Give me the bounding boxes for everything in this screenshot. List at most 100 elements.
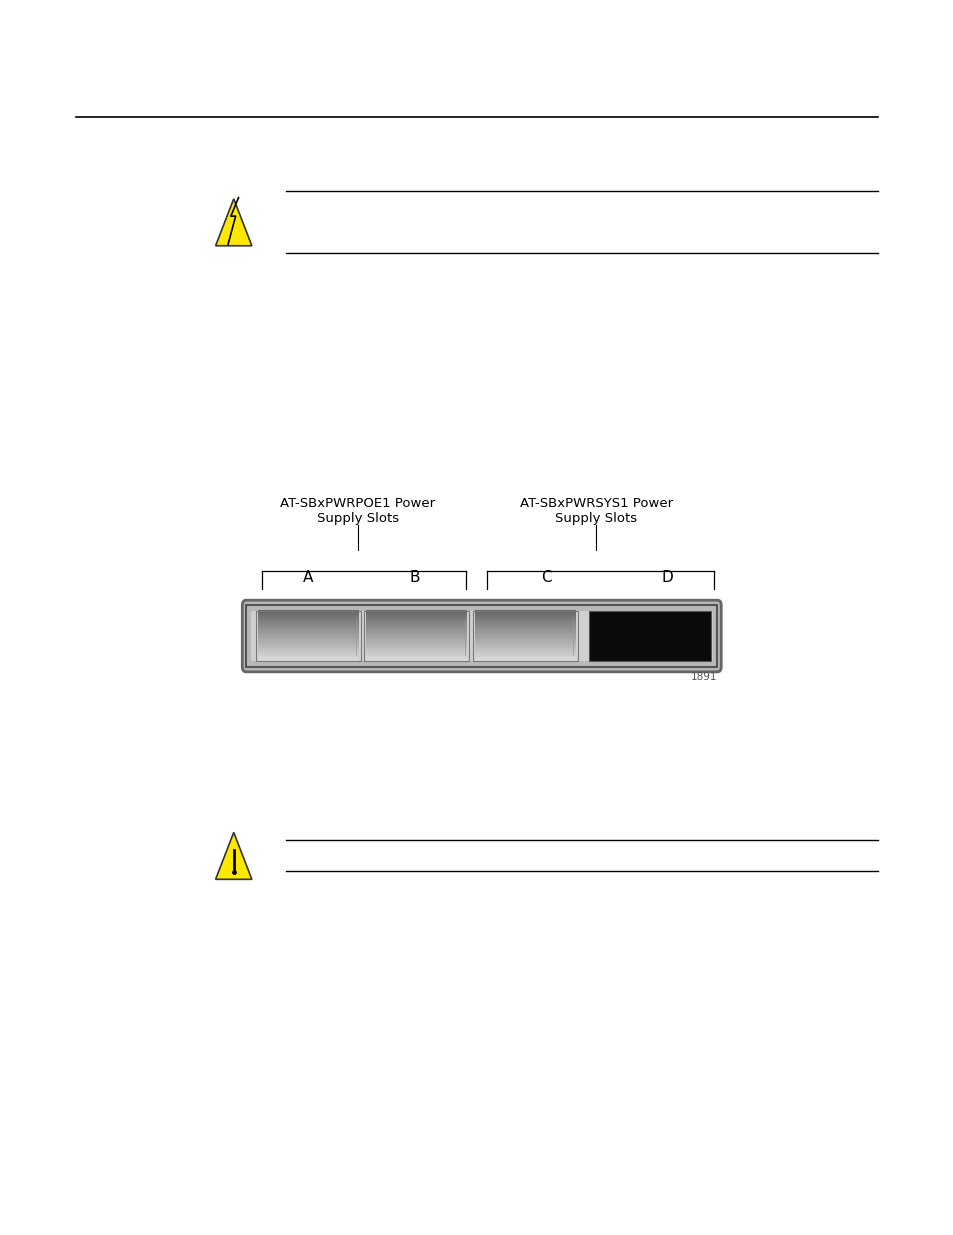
Bar <box>257 634 358 636</box>
Bar <box>366 614 467 616</box>
Bar <box>366 651 467 655</box>
Bar <box>257 643 358 646</box>
Bar <box>366 645 467 647</box>
Bar <box>366 658 467 661</box>
Bar <box>257 646 358 650</box>
Bar <box>257 638 358 641</box>
Bar <box>255 611 360 661</box>
Bar <box>475 629 576 631</box>
Bar <box>364 611 469 661</box>
Bar <box>257 656 358 659</box>
Bar <box>475 656 576 659</box>
Bar <box>257 620 358 622</box>
Bar <box>475 643 576 646</box>
Bar <box>257 653 358 656</box>
Bar <box>475 610 576 613</box>
Bar <box>366 646 467 650</box>
Polygon shape <box>215 832 252 879</box>
Bar <box>475 653 576 656</box>
Bar <box>475 650 576 652</box>
Bar <box>257 641 358 645</box>
Bar <box>475 631 576 635</box>
Bar <box>366 631 467 635</box>
Bar <box>475 648 576 651</box>
Bar <box>257 658 358 661</box>
Bar <box>366 625 467 627</box>
Text: A: A <box>303 571 313 585</box>
Text: AT-SBxPWRSYS1 Power
Supply Slots: AT-SBxPWRSYS1 Power Supply Slots <box>519 496 672 525</box>
Bar <box>257 619 358 621</box>
Bar <box>366 648 467 651</box>
Bar <box>475 655 576 657</box>
Bar <box>257 611 358 615</box>
Bar <box>475 638 576 641</box>
Bar <box>257 655 358 657</box>
Bar <box>257 630 358 632</box>
Bar <box>366 624 467 626</box>
Bar <box>366 638 467 641</box>
Text: C: C <box>540 571 552 585</box>
Bar <box>475 630 576 632</box>
Bar <box>475 645 576 647</box>
Bar <box>366 656 467 659</box>
Bar <box>366 620 467 622</box>
Bar <box>366 650 467 652</box>
Bar <box>257 636 358 640</box>
Bar <box>366 610 467 613</box>
Bar <box>257 631 358 635</box>
Bar <box>475 625 576 627</box>
Bar <box>366 615 467 618</box>
Bar <box>475 611 576 615</box>
Bar <box>475 646 576 650</box>
Bar <box>366 634 467 636</box>
Bar <box>257 635 358 637</box>
Bar <box>366 653 467 656</box>
Bar <box>475 619 576 621</box>
Bar <box>366 643 467 646</box>
Bar <box>475 626 576 630</box>
Bar <box>475 614 576 616</box>
Bar <box>257 610 358 613</box>
Bar <box>366 619 467 621</box>
Bar <box>257 640 358 642</box>
Bar <box>366 621 467 625</box>
Polygon shape <box>215 199 252 246</box>
Bar <box>475 641 576 645</box>
Bar <box>246 605 717 667</box>
Bar <box>366 640 467 642</box>
Bar <box>366 635 467 637</box>
Bar <box>475 640 576 642</box>
Bar <box>366 636 467 640</box>
Bar <box>366 641 467 645</box>
Bar <box>475 621 576 625</box>
Bar <box>475 624 576 626</box>
Bar <box>257 648 358 651</box>
Bar <box>366 616 467 620</box>
Bar <box>366 611 467 615</box>
Bar <box>257 650 358 652</box>
FancyBboxPatch shape <box>242 600 720 672</box>
Bar <box>257 614 358 616</box>
Bar <box>475 615 576 618</box>
Bar <box>257 629 358 631</box>
Bar <box>257 626 358 630</box>
Bar <box>475 651 576 655</box>
Bar <box>257 625 358 627</box>
Bar <box>257 621 358 625</box>
Bar <box>257 651 358 655</box>
Bar <box>475 634 576 636</box>
Text: D: D <box>661 571 673 585</box>
Bar <box>251 611 712 661</box>
Text: AT-SBxPWRPOE1 Power
Supply Slots: AT-SBxPWRPOE1 Power Supply Slots <box>280 496 435 525</box>
Bar <box>473 611 578 661</box>
Bar <box>588 611 710 661</box>
Text: 1891: 1891 <box>690 672 717 682</box>
Bar <box>475 616 576 620</box>
Bar <box>257 624 358 626</box>
Bar <box>366 626 467 630</box>
Bar <box>366 655 467 657</box>
Bar <box>475 620 576 622</box>
Bar <box>475 658 576 661</box>
Bar <box>257 616 358 620</box>
Bar <box>366 630 467 632</box>
